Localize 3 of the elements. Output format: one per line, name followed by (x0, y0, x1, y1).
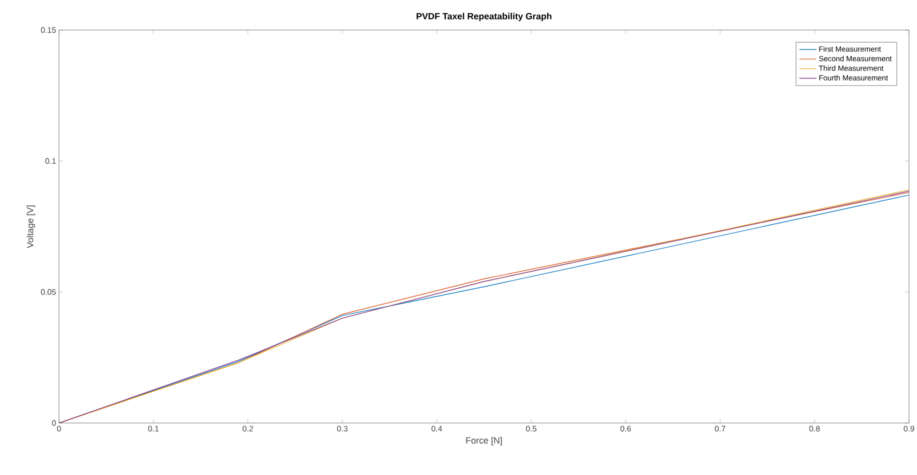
x-axis-title: Force [N] (466, 437, 502, 446)
y-axis-title: Voltage [V] (26, 205, 36, 248)
chart-title: PVDF Taxel Repeatability Graph (416, 12, 552, 22)
